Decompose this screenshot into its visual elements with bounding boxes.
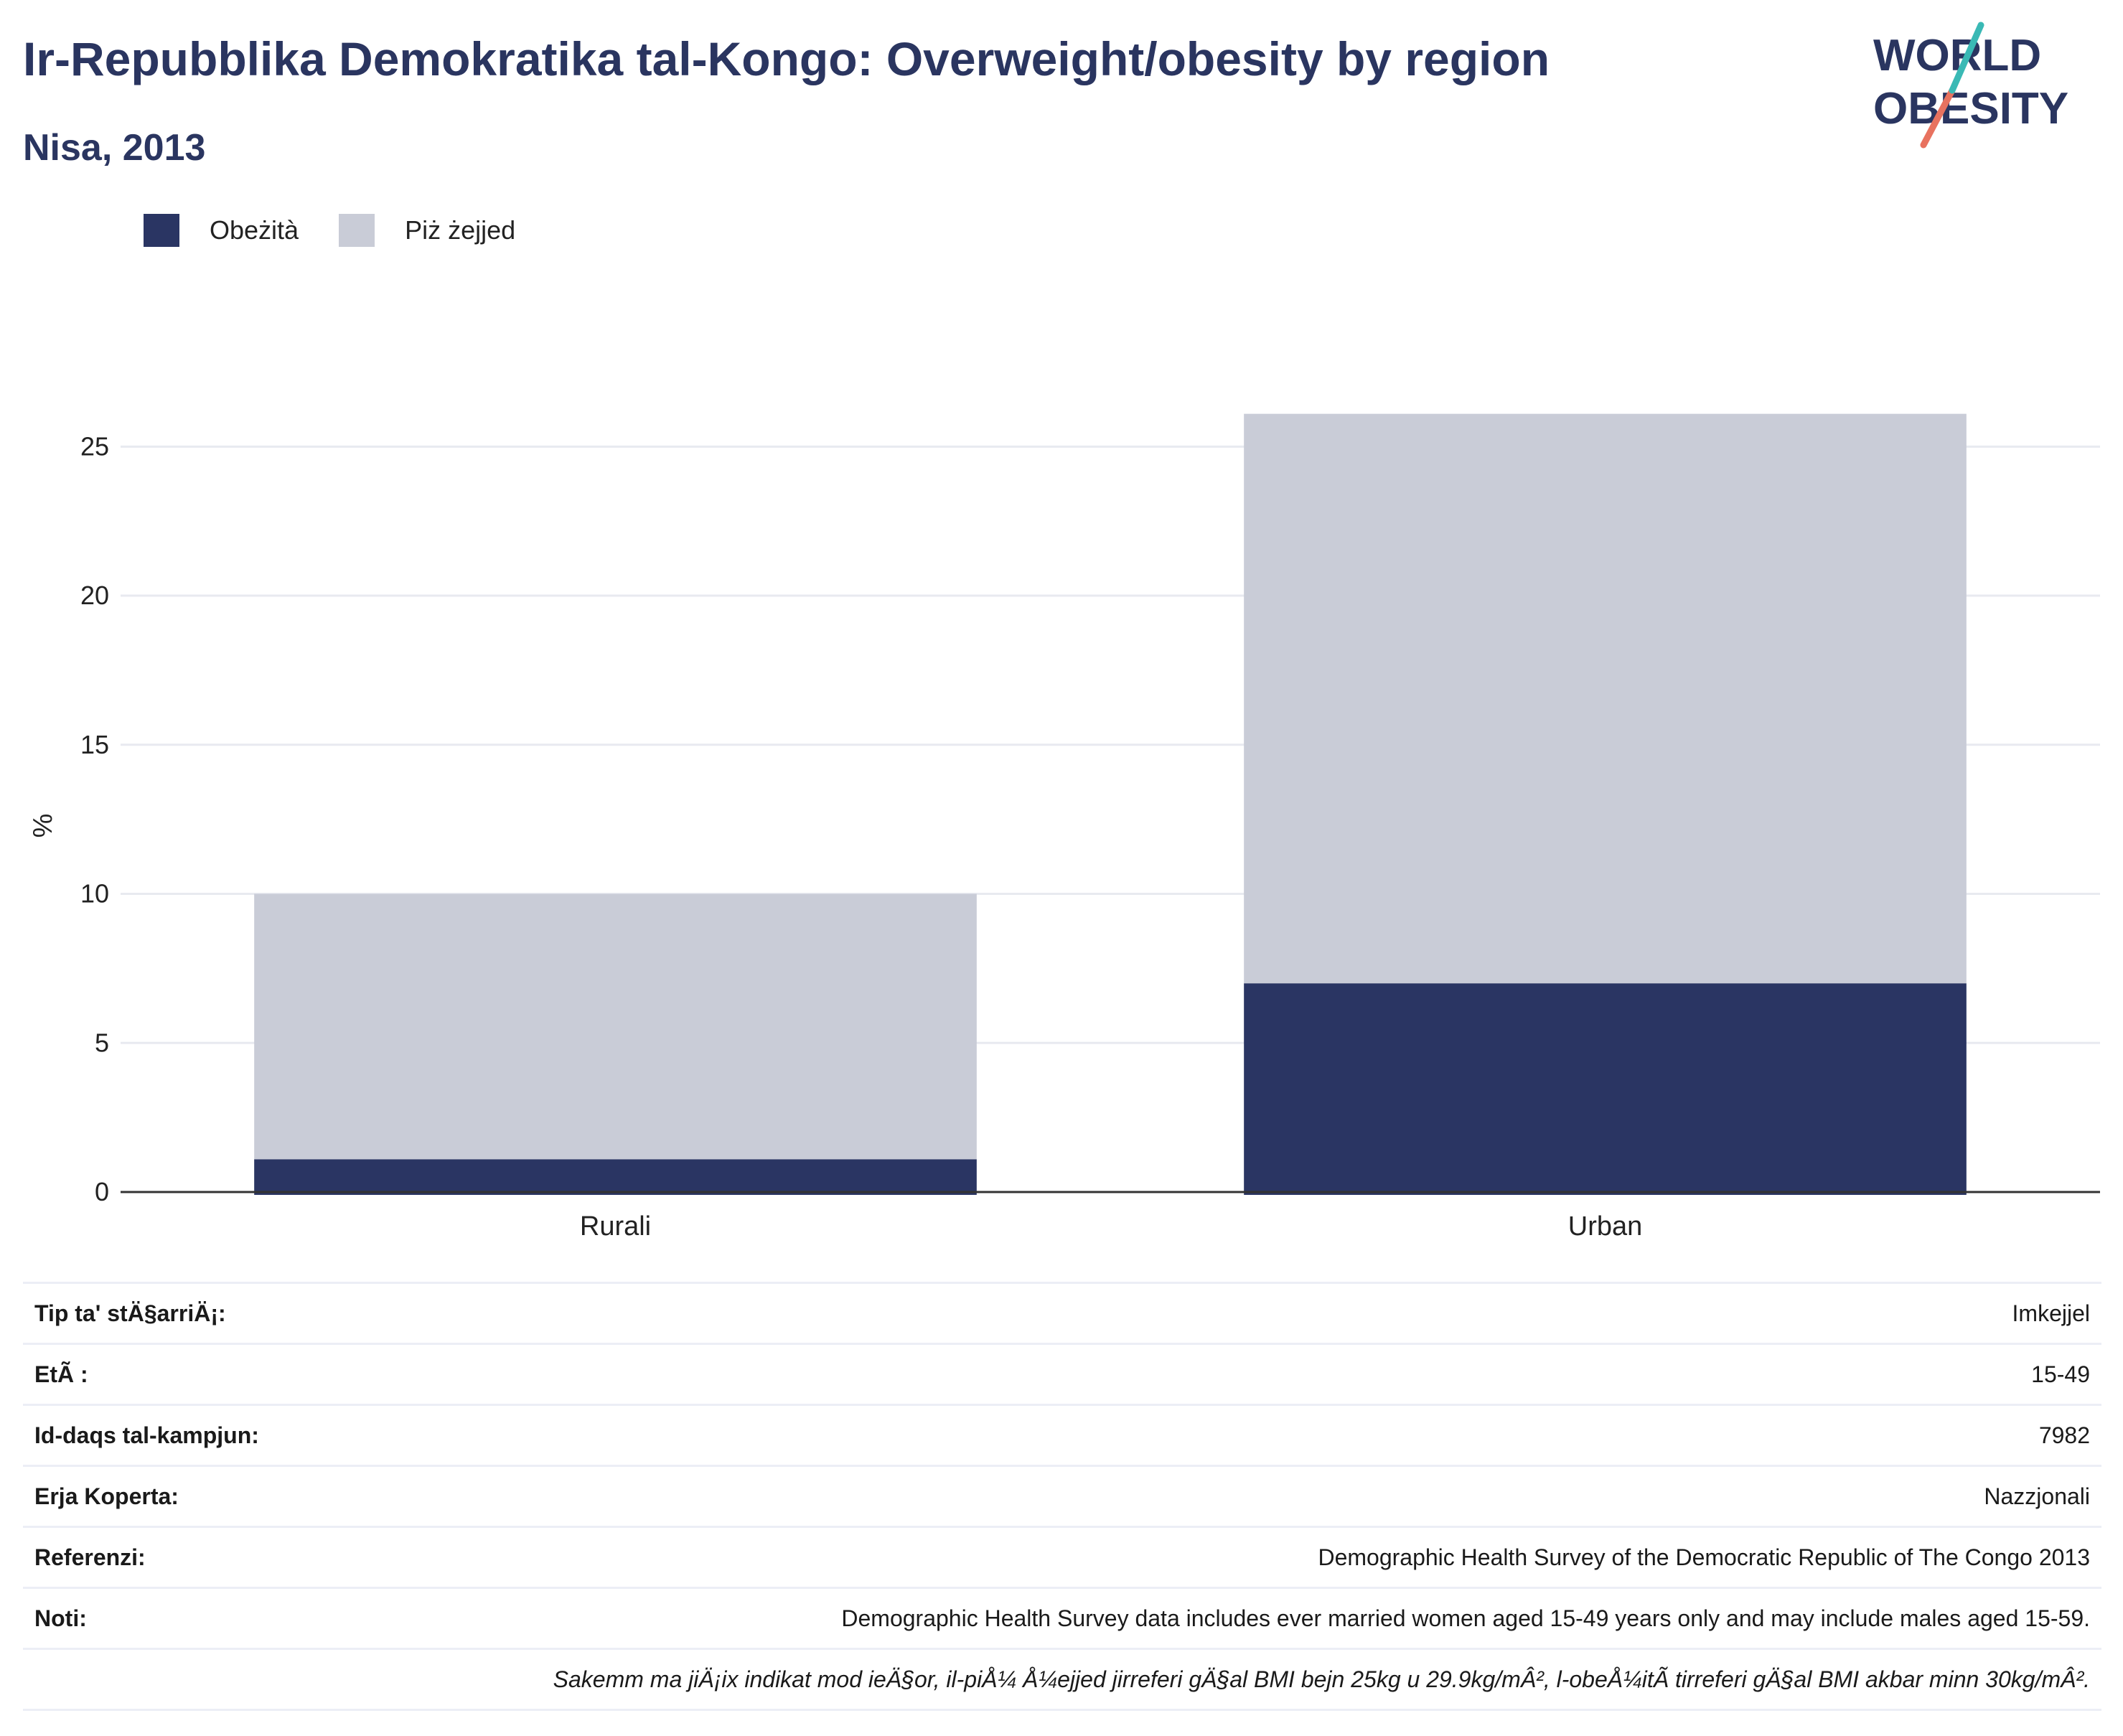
footnote: Sakemm ma jiÄ¡ix indikat mod ieÄ§or, il-… [553, 1666, 2090, 1692]
info-row: Referenzi: Demographic Health Survey of … [23, 1526, 2101, 1587]
legend-label-obesity: Obeżità [210, 215, 299, 245]
info-row: Id-daqs tal-kampjun: 7982 [23, 1404, 2101, 1465]
legend-swatch-overweight [339, 214, 375, 247]
bar-obesity [1244, 983, 1967, 1195]
y-tick-label: 10 [80, 879, 109, 909]
logo-text-obesity: OBESITY [1873, 84, 2068, 133]
legend-item-obesity[interactable]: Obeżità [144, 214, 299, 247]
info-label: EtÃ : [34, 1361, 88, 1387]
legend-label-overweight: Piż żejjed [405, 215, 516, 245]
x-tick-label: Rurali [580, 1211, 651, 1242]
logo-slash-coral [1920, 87, 1956, 149]
info-label: Noti: [34, 1605, 87, 1631]
info-value: Nazzjonali [1984, 1483, 2090, 1509]
info-row: EtÃ : 15-49 [23, 1343, 2101, 1404]
info-row: Noti: Demographic Health Survey data inc… [23, 1587, 2101, 1648]
y-tick-label: 20 [80, 581, 109, 610]
info-value: Demographic Health Survey data includes … [841, 1605, 2090, 1631]
legend: Obeżità Piż żejjed [144, 214, 556, 247]
logo-slash-teal [1949, 22, 1984, 94]
info-label: Id-daqs tal-kampjun: [34, 1422, 259, 1448]
info-label: Tip ta' stÄ§arriÄ¡: [34, 1300, 226, 1326]
bar-obesity [254, 1159, 977, 1195]
y-tick-label: 0 [95, 1177, 109, 1206]
info-label: Referenzi: [34, 1544, 146, 1570]
y-tick-label: 5 [95, 1028, 109, 1057]
y-axis-label: % [28, 814, 58, 838]
bar-chart: 0 5 10 15 20 25% Rurali Urban [28, 413, 2100, 1242]
y-tick-label: 15 [80, 730, 109, 759]
chart-title: Ir-Repubblika Demokratika tal-Kongo: Ove… [23, 32, 1550, 85]
info-table: Tip ta' stÄ§arriÄ¡: Imkejjel EtÃ : 15-49… [23, 1282, 2101, 1711]
info-row: Erja Koperta: Nazzjonali [23, 1465, 2101, 1526]
y-tick-label: 25 [80, 431, 109, 461]
info-value: Demographic Health Survey of the Democra… [1318, 1544, 2090, 1570]
info-value: 15-49 [2031, 1361, 2090, 1387]
info-row: Tip ta' stÄ§arriÄ¡: Imkejjel [23, 1282, 2101, 1343]
bar-overweight [1244, 413, 1967, 984]
x-tick-label: Urban [1568, 1211, 1643, 1242]
legend-item-overweight[interactable]: Piż żejjed [339, 214, 515, 247]
info-footnote-row: Sakemm ma jiÄ¡ix indikat mod ieÄ§or, il-… [23, 1648, 2101, 1711]
world-obesity-logo: WORLD OBESITY [1873, 22, 2068, 149]
info-value: 7982 [2038, 1422, 2090, 1448]
info-label: Erja Koperta: [34, 1483, 179, 1509]
legend-swatch-obesity [144, 214, 179, 247]
chart-subtitle: Nisa, 2013 [23, 127, 206, 169]
info-value: Imkejjel [2012, 1300, 2090, 1326]
bar-overweight [254, 893, 977, 1160]
